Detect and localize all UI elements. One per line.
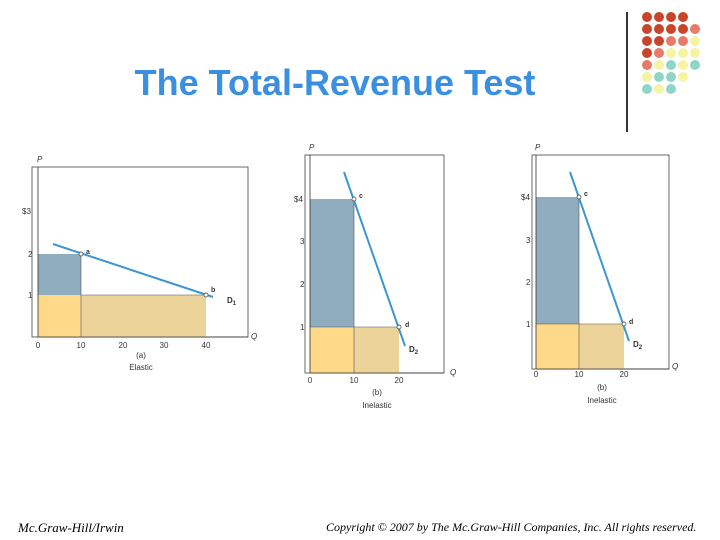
- caption: Inelastic: [362, 401, 391, 410]
- decorative-dot: [666, 24, 676, 34]
- point-label-a: a: [86, 249, 90, 256]
- x-tick-label: 20: [620, 370, 629, 379]
- decorative-dot: [654, 84, 664, 94]
- y-axis-label: P: [37, 155, 43, 164]
- y-axis-label: P: [309, 143, 315, 152]
- x-axis-label: Q: [450, 368, 456, 377]
- caption: Inelastic: [587, 396, 616, 405]
- x-axis-label: Q: [251, 332, 257, 341]
- y-tick-label: 2: [300, 280, 305, 289]
- demand-curve: [569, 171, 630, 342]
- decorative-dot: [678, 48, 688, 58]
- decorative-dot: [666, 36, 676, 46]
- decorative-dot: [690, 36, 700, 46]
- decorative-dot: [690, 60, 700, 70]
- point-label-b: b: [211, 287, 215, 294]
- area-gain: [536, 197, 579, 324]
- area-common: [38, 295, 81, 337]
- y-tick-label: 1: [28, 291, 33, 300]
- decorative-dot: [678, 36, 688, 46]
- decorative-dot: [642, 84, 652, 94]
- point-label-c: c: [359, 193, 363, 200]
- area-gain: [38, 254, 81, 295]
- decorative-dot: [654, 24, 664, 34]
- y-tick-label: $4: [294, 195, 303, 204]
- y-tick-label: 3: [526, 236, 531, 245]
- y-tick-label: $3: [22, 207, 31, 216]
- area-loss: [354, 327, 399, 373]
- x-tick-label: 0: [36, 341, 41, 350]
- caption: Elastic: [129, 363, 153, 372]
- decorative-dot: [642, 12, 652, 22]
- caption-letter: (b): [372, 388, 382, 397]
- point-label-d: d: [405, 322, 409, 329]
- decorative-dot: [690, 24, 700, 34]
- decorative-dot: [642, 60, 652, 70]
- curve-label: D1: [227, 296, 237, 307]
- decorative-dot: [654, 48, 664, 58]
- decorative-dot: [678, 24, 688, 34]
- point-c: [576, 194, 582, 200]
- y-tick-label: 3: [300, 237, 305, 246]
- decorative-dot: [654, 72, 664, 82]
- decorative-dot: [654, 60, 664, 70]
- slide-title: The Total-Revenue Test: [134, 62, 536, 103]
- decorative-dot: [666, 84, 676, 94]
- decorative-dot: [666, 12, 676, 22]
- decorative-dot: [678, 12, 688, 22]
- decorative-dot: [678, 60, 688, 70]
- footer-publisher: Mc.Graw-Hill/Irwin: [18, 520, 124, 535]
- decorative-dot: [666, 72, 676, 82]
- y-tick-label: $4: [521, 193, 530, 202]
- decorative-dot: [654, 12, 664, 22]
- y-axis-label: P: [535, 143, 541, 152]
- x-axis-label: Q: [672, 362, 678, 371]
- point-label-c: c: [584, 191, 588, 198]
- x-tick-label: 0: [308, 376, 313, 385]
- point-d: [396, 324, 402, 330]
- x-tick-label: 10: [575, 370, 584, 379]
- decorative-dot: [690, 48, 700, 58]
- decorative-dot: [678, 72, 688, 82]
- point-b: [203, 292, 209, 298]
- caption-letter: (b): [597, 383, 607, 392]
- area-loss: [579, 324, 624, 369]
- y-tick-label: 1: [526, 320, 531, 329]
- footer-copyright: Copyright © 2007 by The Mc.Graw-Hill Com…: [326, 520, 697, 534]
- caption-letter: (a): [136, 351, 146, 360]
- area-gain: [310, 199, 354, 327]
- point-d: [621, 321, 627, 327]
- x-tick-label: 30: [160, 341, 169, 350]
- curve-label: D2: [633, 340, 643, 351]
- y-tick-label: 2: [28, 250, 33, 259]
- x-tick-label: 40: [202, 341, 211, 350]
- area-common: [536, 324, 579, 369]
- x-tick-label: 10: [77, 341, 86, 350]
- decorative-dot: [642, 48, 652, 58]
- x-tick-label: 20: [395, 376, 404, 385]
- decorative-dot: [654, 36, 664, 46]
- decorative-dot: [666, 48, 676, 58]
- y-tick-label: 2: [526, 278, 531, 287]
- area-loss: [81, 295, 206, 337]
- x-tick-label: 10: [350, 376, 359, 385]
- decorative-dot: [642, 72, 652, 82]
- point-c: [351, 196, 357, 202]
- x-tick-label: 0: [534, 370, 539, 379]
- decorative-dot: [642, 36, 652, 46]
- area-common: [310, 327, 354, 373]
- curve-label: D2: [409, 345, 419, 356]
- y-tick-label: 1: [300, 323, 305, 332]
- decorative-dot: [666, 60, 676, 70]
- decorative-divider-line: [626, 12, 628, 132]
- decorative-dot: [642, 24, 652, 34]
- point-label-d: d: [629, 319, 633, 326]
- point-a: [78, 251, 84, 257]
- x-tick-label: 20: [119, 341, 128, 350]
